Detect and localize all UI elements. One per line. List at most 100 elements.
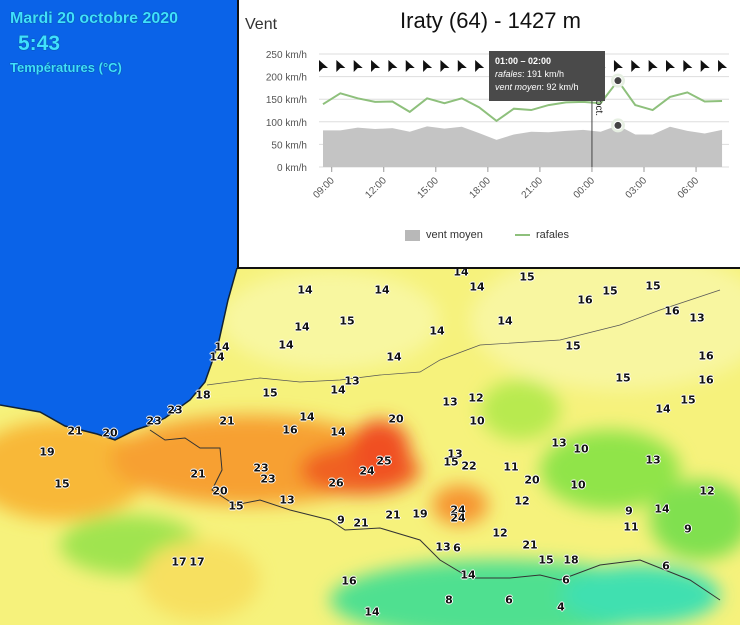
- gust-point: [613, 76, 623, 86]
- chart-title: Iraty (64) - 1427 m: [400, 8, 581, 33]
- wind-direction-arrow-icon: [475, 60, 485, 72]
- temperature-value: 17: [189, 555, 205, 569]
- wind-direction-arrow-icon: [666, 60, 675, 72]
- temperature-value: 23: [146, 414, 162, 428]
- temperature-value: 23: [260, 472, 276, 486]
- temperature-value: 13: [279, 493, 295, 507]
- y-tick-label: 100 km/h: [266, 118, 307, 129]
- wind-direction-arrow-icon: [718, 60, 728, 72]
- temperature-value: 14: [655, 402, 671, 416]
- temperature-value: 16: [282, 423, 298, 437]
- temperature-value: 12: [492, 526, 508, 540]
- wind-direction-arrow-icon: [700, 60, 710, 72]
- temperature-value: 20: [524, 473, 540, 487]
- legend-mean[interactable]: vent moyen: [405, 229, 483, 241]
- y-tick-label: 150 km/h: [266, 95, 307, 106]
- temperature-value: 15: [645, 279, 661, 293]
- temperature-value: 21: [190, 467, 206, 481]
- wind-direction-arrow-icon: [648, 60, 658, 72]
- temperature-value: 14: [294, 320, 310, 334]
- temperature-value: 24: [450, 503, 466, 517]
- temperature-value: 15: [519, 270, 535, 284]
- x-tick-label: 18:00: [467, 175, 493, 201]
- date-label: Mardi 20 octobre 2020: [10, 10, 179, 27]
- temperature-value: 15: [54, 477, 70, 491]
- legend-gust-swatch: [515, 234, 530, 236]
- temperature-value: 14: [429, 324, 445, 338]
- wind-direction-arrow-icon: [353, 60, 363, 72]
- temperature-value: 20: [388, 412, 404, 426]
- temperature-value: 24: [359, 464, 375, 478]
- wind-direction-arrow-icon: [423, 60, 433, 72]
- gust-line: [322, 78, 723, 123]
- temperature-value: 14: [374, 283, 390, 297]
- temperature-value: 15: [680, 393, 696, 407]
- temperature-value: 15: [538, 553, 554, 567]
- temperature-value: 14: [278, 338, 294, 352]
- temperature-value: 6: [453, 541, 461, 555]
- temperature-value: 11: [503, 460, 519, 474]
- temperature-value: 8: [445, 593, 453, 607]
- temperature-value: 10: [570, 478, 586, 492]
- date-marker-label: 20 oct.: [593, 86, 604, 116]
- ocean: [0, 0, 237, 440]
- x-tick-label: 15:00: [415, 175, 441, 201]
- temperature-value: 14: [299, 410, 315, 424]
- temperature-value: 16: [698, 373, 714, 387]
- wind-direction-arrow-icon: [371, 60, 381, 72]
- wind-direction-arrow-icon: [440, 60, 450, 72]
- layer-label: Températures (°C): [10, 60, 122, 75]
- temperature-value: 12: [699, 484, 715, 498]
- tooltip-gust-value: 191 km/h: [527, 69, 565, 79]
- temperature-value: 16: [341, 574, 357, 588]
- temperature-value: 15: [262, 386, 278, 400]
- temperature-value: 13: [435, 540, 451, 554]
- temperature-value: 15: [565, 339, 581, 353]
- x-tick-label: 12:00: [363, 175, 389, 201]
- temperature-value: 23: [167, 403, 183, 417]
- temperature-value: 21: [219, 414, 235, 428]
- wind-direction-arrow-icon: [405, 60, 415, 72]
- temperature-value: 13: [689, 311, 705, 325]
- x-tick-label: 21:00: [520, 175, 546, 201]
- tooltip-gust-label: rafales: [495, 69, 523, 79]
- legend-gust[interactable]: rafales: [515, 229, 569, 241]
- temperature-value: 18: [563, 553, 579, 567]
- wind-direction-arrow-icon: [613, 60, 623, 72]
- temperature-value: 26: [328, 476, 344, 490]
- temperature-value: 23: [253, 461, 269, 475]
- tooltip-mean-label: vent moyen: [495, 82, 542, 92]
- temperature-value: 12: [514, 494, 530, 508]
- legend-gust-label: rafales: [536, 229, 570, 241]
- temperature-value: 24: [450, 511, 466, 525]
- temperature-value: 9: [337, 513, 345, 527]
- temperature-value: 15: [443, 455, 459, 469]
- wind-chart[interactable]: 0 km/h 50 km/h 100 km/h 150 km/h 200 km/h 250…: [239, 0, 740, 267]
- temperature-value: 16: [664, 304, 680, 318]
- tooltip-mean-value: 92 km/h: [546, 82, 579, 92]
- temperature-value: 12: [468, 391, 484, 405]
- temperature-value: 14: [654, 502, 670, 516]
- wind-direction-arrow-icon: [683, 60, 693, 72]
- temperature-value: 17: [171, 555, 187, 569]
- y-tick-label: 0 km/h: [277, 163, 307, 174]
- temperature-value: 11: [623, 520, 639, 534]
- y-tick-label: 250 km/h: [266, 50, 307, 61]
- temperature-value: 21: [67, 424, 83, 438]
- legend-mean-swatch: [405, 229, 420, 241]
- temperature-value: 13: [442, 395, 458, 409]
- temperature-value: 21: [353, 516, 369, 530]
- legend-mean-label: vent moyen: [426, 229, 483, 241]
- temperature-value: 19: [412, 507, 428, 521]
- temperature-value: 19: [39, 445, 55, 459]
- temperature-value: 16: [698, 349, 714, 363]
- x-tick-label: 03:00: [624, 175, 650, 201]
- temperature-value: 13: [645, 453, 661, 467]
- tooltip-range: 01:00 – 02:00: [495, 56, 552, 66]
- temperature-value: 21: [385, 508, 401, 522]
- time-label: 5:43: [18, 32, 61, 55]
- x-tick-label: 00:00: [572, 175, 598, 201]
- temperature-value: 20: [102, 426, 118, 440]
- temperature-value: 14: [214, 340, 230, 354]
- temperature-value: 18: [195, 388, 211, 402]
